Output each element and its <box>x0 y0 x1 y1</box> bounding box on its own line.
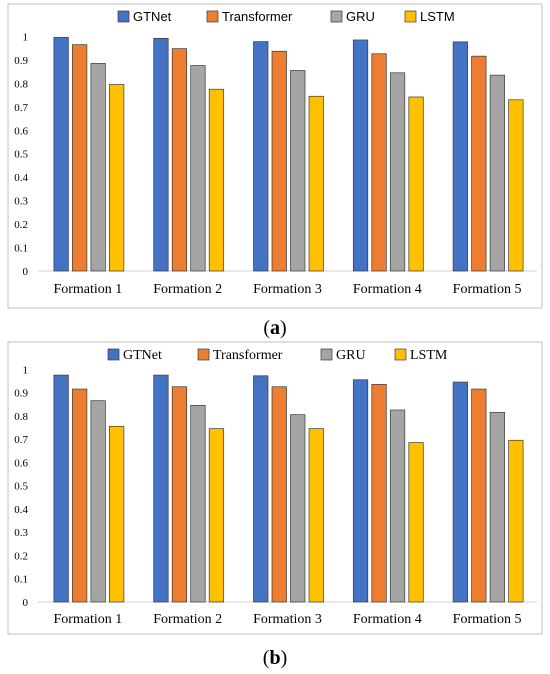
panel-b-bar-transformer <box>72 388 88 603</box>
panel-b-legend-swatch <box>320 348 333 361</box>
panel-a-bar-gtnet <box>352 39 369 272</box>
panel-a-ytick-label: 0.3 <box>14 196 28 208</box>
panel-a-bar-lstm <box>408 96 424 272</box>
panel-b-ytick-label: 0.7 <box>14 434 28 446</box>
panel-a-bar-transformer <box>471 55 487 272</box>
panel-a-bar-gru <box>389 72 406 272</box>
panel-a-bar-lstm <box>508 99 524 272</box>
panel-a-bar-transformer <box>171 48 188 272</box>
panel-b-legend-swatch <box>394 348 407 361</box>
panel-b-ytick-label: 0.1 <box>14 574 28 586</box>
panel-b-bar-gru <box>90 400 106 603</box>
panel-a-legend-swatch <box>206 10 219 23</box>
panel-a-ytick-label: 0.5 <box>14 149 28 161</box>
panel-b-bar-gtnet <box>452 381 468 603</box>
panel-b-bar-lstm <box>208 428 225 603</box>
caption-a: (a) <box>263 317 286 339</box>
panel-a-legend-swatch <box>404 10 417 23</box>
panel-a-legend-label: GRU <box>346 9 375 24</box>
panel-b-bar-gtnet <box>53 374 69 603</box>
panel-b-ytick-label: 0.9 <box>14 388 28 400</box>
panel-b-bar-gtnet <box>352 379 369 603</box>
panel-b-bar-lstm <box>508 439 524 603</box>
panel-a-ytick-label: 0.1 <box>14 243 28 255</box>
panel-a-category-label: Formation 4 <box>353 282 422 297</box>
panel-a-bar-gtnet <box>452 41 468 272</box>
panel-a-category-label: Formation 1 <box>53 282 122 297</box>
panel-a-ytick-label: 0 <box>23 266 29 278</box>
panel-b-category-label: Formation 3 <box>253 612 322 627</box>
panel-b-bar-gru <box>190 404 206 603</box>
panel-b-legend-swatch <box>197 348 210 361</box>
panel-b-category-label: Formation 1 <box>53 612 122 627</box>
panel-a-legend-label: Transformer <box>222 9 293 24</box>
panel-a-bar-gru <box>90 63 106 272</box>
panel-a-legend-label: LSTM <box>420 9 455 24</box>
panel-b-bar-transformer <box>271 386 287 603</box>
chart-panel-b: 0 0.1 0.2 0.3 0.4 0.5 0.6 0.7 0.8 0.9 1 Formation 1… <box>14 348 537 627</box>
panel-b-bar-gtnet <box>253 375 269 603</box>
caption-b: (b) <box>263 647 287 669</box>
panel-a-ytick-label: 0.7 <box>14 102 28 114</box>
panel-a-ytick-label: 0.8 <box>14 78 28 90</box>
panel-b-ytick-label: 1 <box>23 364 29 376</box>
panel-b-legend-label: Transformer <box>213 348 283 363</box>
panel-b-legend-swatch <box>107 348 120 361</box>
panel-b-ytick-label: 0.3 <box>14 527 28 539</box>
panel-b-legend-label: GRU <box>336 348 366 363</box>
panel-b-bar-transformer <box>171 386 188 603</box>
panel-b-bar-transformer <box>471 388 487 603</box>
panel-b-bar-lstm <box>109 425 125 603</box>
panel-a-ytick-label: 0.9 <box>14 55 28 67</box>
panel-b-bar-lstm <box>308 428 324 603</box>
panel-a-bar-lstm <box>208 88 225 272</box>
panel-a-bar-transformer <box>371 53 387 272</box>
panel-a-bar-gru <box>489 74 505 272</box>
panel-a-ytick-label: 1 <box>23 31 29 43</box>
panel-a-bar-gtnet <box>153 37 169 272</box>
panel-a-bar-lstm <box>109 84 125 272</box>
panel-a-frame <box>7 3 543 309</box>
panel-a-ytick-label: 0.4 <box>14 172 28 184</box>
panel-b-bar-gru <box>290 414 306 603</box>
panel-a-bar-gru <box>290 70 306 272</box>
panel-a-bar-transformer <box>72 44 88 272</box>
panel-b-ytick-label: 0.5 <box>14 481 28 493</box>
panel-a-legend-label: GTNet <box>133 9 172 24</box>
panel-b-bar-gru <box>489 411 505 603</box>
panel-b-ytick-label: 0.8 <box>14 411 28 423</box>
chart-panel-a: 0 0.1 0.2 0.3 0.4 0.5 0.6 0.7 0.8 0.9 1 Formation 1… <box>14 9 537 297</box>
panel-b-ytick-label: 0.2 <box>14 550 28 562</box>
panel-b-ytick-label: 0.4 <box>14 504 28 516</box>
panel-a-bar-gtnet <box>253 41 269 272</box>
panel-b-bar-gtnet <box>153 374 169 603</box>
panel-b-ytick-label: 0 <box>23 597 29 609</box>
panel-a-bar-gru <box>190 65 206 272</box>
panel-a-category-label: Formation 3 <box>253 282 322 297</box>
panel-a-category-label: Formation 2 <box>153 282 222 297</box>
panel-a-legend-swatch <box>330 10 343 23</box>
panel-a-bar-transformer <box>271 50 287 272</box>
panel-b-bar-transformer <box>371 384 387 603</box>
panel-b-legend-label: LSTM <box>410 348 448 363</box>
panel-a-category-label: Formation 5 <box>453 282 522 297</box>
panel-b-category-label: Formation 4 <box>353 612 422 627</box>
panel-b-legend-label: GTNet <box>123 348 162 363</box>
panel-a-legend-swatch <box>117 10 130 23</box>
panel-b-frame <box>7 341 543 635</box>
panel-a-bar-lstm <box>308 95 324 272</box>
panel-b-category-label: Formation 5 <box>453 612 522 627</box>
panel-b-bar-gru <box>389 409 406 603</box>
panel-b-ytick-label: 0.6 <box>14 457 28 469</box>
panel-a-bar-gtnet <box>53 37 69 272</box>
panel-b-bar-lstm <box>408 442 424 603</box>
panel-a-ytick-label: 0.2 <box>14 219 28 231</box>
panel-a-ytick-label: 0.6 <box>14 125 28 137</box>
panel-b-category-label: Formation 2 <box>153 612 222 627</box>
